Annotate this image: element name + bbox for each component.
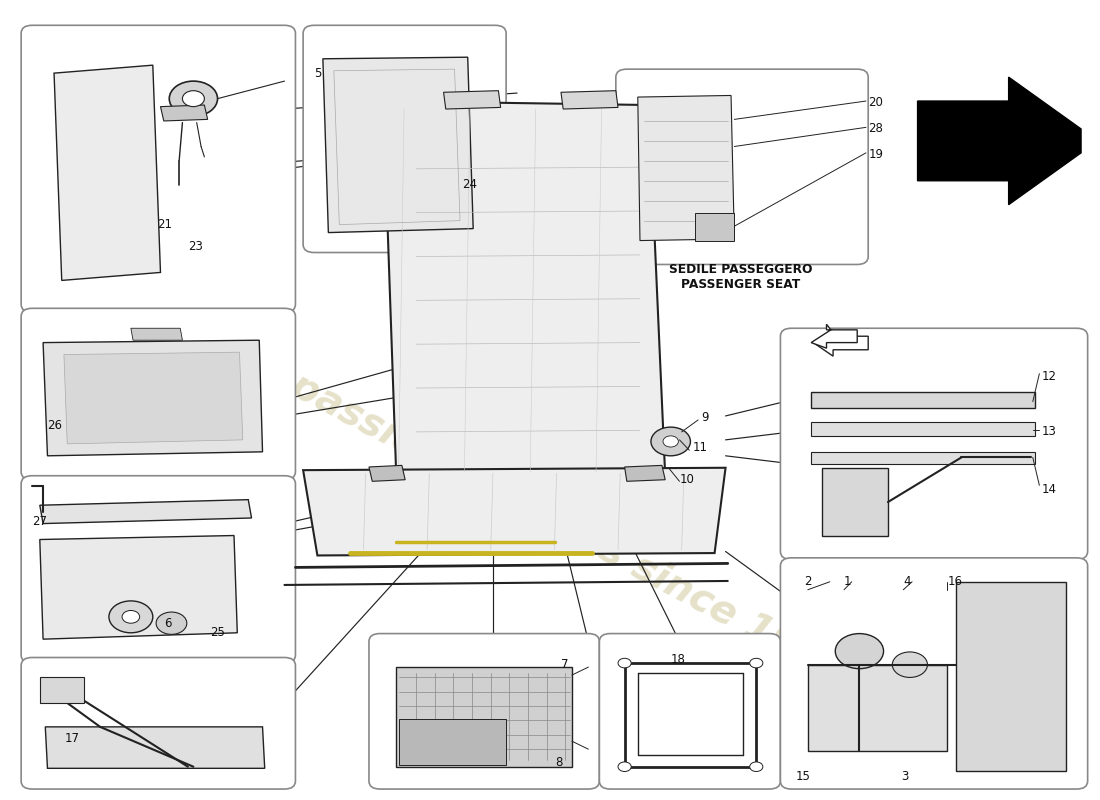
Text: 3: 3	[901, 770, 909, 782]
Polygon shape	[811, 392, 1035, 408]
Polygon shape	[40, 535, 238, 639]
Polygon shape	[54, 65, 161, 281]
Text: 1: 1	[844, 575, 851, 588]
FancyBboxPatch shape	[21, 658, 296, 789]
Polygon shape	[917, 77, 1081, 205]
Text: 26: 26	[47, 419, 63, 432]
Text: 20: 20	[868, 96, 883, 109]
Text: 12: 12	[1042, 370, 1057, 382]
FancyBboxPatch shape	[21, 476, 296, 663]
Text: 25: 25	[210, 626, 224, 639]
Polygon shape	[161, 105, 208, 121]
Polygon shape	[304, 468, 726, 555]
Polygon shape	[398, 719, 506, 765]
Polygon shape	[43, 340, 263, 456]
Circle shape	[750, 762, 763, 771]
Text: 19: 19	[868, 148, 883, 161]
Polygon shape	[40, 678, 84, 703]
Polygon shape	[45, 727, 265, 768]
Circle shape	[109, 601, 153, 633]
Text: a passion for parts since 1985: a passion for parts since 1985	[250, 348, 850, 691]
Polygon shape	[396, 667, 572, 766]
Polygon shape	[625, 466, 666, 482]
Text: 23: 23	[188, 240, 202, 253]
FancyBboxPatch shape	[368, 634, 600, 789]
Polygon shape	[638, 95, 735, 241]
Polygon shape	[323, 57, 473, 233]
Text: 16: 16	[947, 575, 962, 588]
Polygon shape	[695, 213, 735, 241]
Circle shape	[156, 612, 187, 634]
Circle shape	[651, 427, 691, 456]
Polygon shape	[64, 352, 243, 444]
Circle shape	[618, 658, 631, 668]
Text: 6: 6	[164, 617, 172, 630]
Circle shape	[663, 436, 679, 447]
Polygon shape	[131, 328, 183, 340]
FancyBboxPatch shape	[780, 558, 1088, 789]
Text: 10: 10	[680, 474, 694, 486]
Polygon shape	[40, 500, 252, 523]
Text: 15: 15	[795, 770, 811, 782]
Text: 28: 28	[868, 122, 883, 135]
Circle shape	[169, 81, 218, 116]
Text: 18: 18	[671, 653, 685, 666]
Circle shape	[618, 762, 631, 771]
Polygon shape	[956, 582, 1066, 770]
Circle shape	[750, 658, 763, 668]
Text: 11: 11	[693, 442, 707, 454]
Circle shape	[122, 610, 140, 623]
FancyBboxPatch shape	[21, 26, 296, 312]
Polygon shape	[813, 330, 868, 356]
Text: 14: 14	[1042, 482, 1057, 496]
Text: 7: 7	[561, 658, 569, 671]
Text: 8: 8	[556, 756, 563, 770]
Circle shape	[835, 634, 883, 669]
FancyBboxPatch shape	[600, 634, 780, 789]
Polygon shape	[811, 452, 1035, 464]
Text: 17: 17	[65, 732, 80, 746]
Text: 4: 4	[903, 575, 911, 588]
Text: 13: 13	[1042, 426, 1056, 438]
Polygon shape	[811, 324, 857, 348]
Polygon shape	[443, 90, 500, 109]
Text: 5: 5	[315, 66, 321, 80]
Polygon shape	[383, 101, 666, 480]
FancyBboxPatch shape	[304, 26, 506, 253]
Text: 21: 21	[157, 218, 173, 231]
Text: 27: 27	[32, 514, 47, 528]
FancyBboxPatch shape	[616, 69, 868, 265]
Text: 2: 2	[804, 575, 812, 588]
Text: 9: 9	[702, 411, 708, 424]
FancyBboxPatch shape	[780, 328, 1088, 559]
Circle shape	[183, 90, 205, 106]
FancyBboxPatch shape	[21, 308, 296, 480]
Text: 24: 24	[462, 178, 477, 191]
Polygon shape	[561, 90, 618, 109]
Polygon shape	[822, 468, 888, 535]
Polygon shape	[368, 466, 405, 482]
Polygon shape	[811, 422, 1035, 436]
Text: SEDILE PASSEGGERO
PASSENGER SEAT: SEDILE PASSEGGERO PASSENGER SEAT	[669, 263, 813, 291]
Circle shape	[892, 652, 927, 678]
Polygon shape	[807, 665, 947, 750]
